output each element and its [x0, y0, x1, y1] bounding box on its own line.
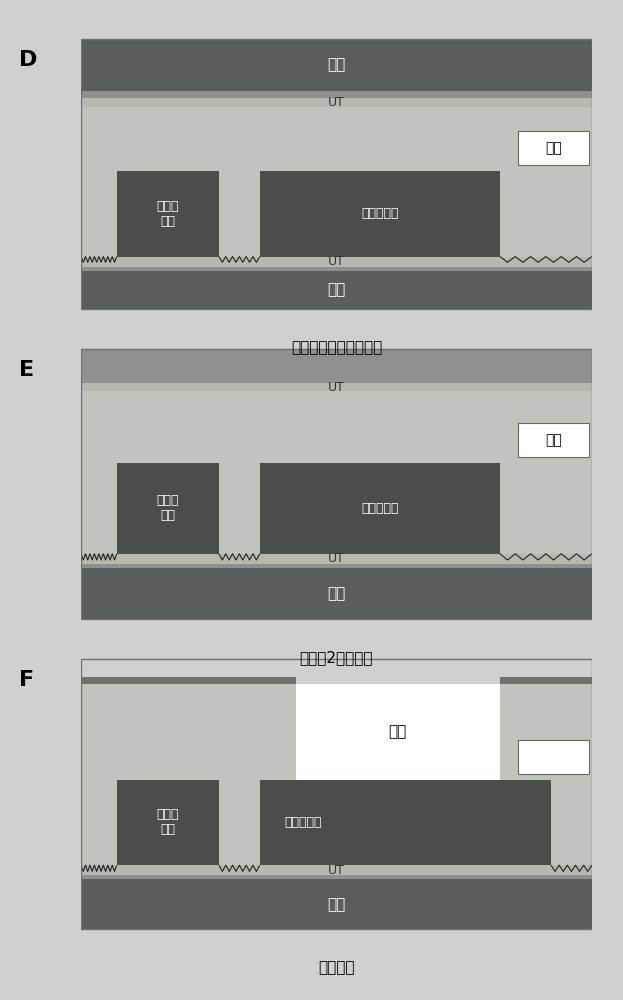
Text: 积层树脂及附载体铜箔: 积层树脂及附载体铜箔 [291, 340, 382, 355]
Bar [81, 107, 592, 257]
Bar [117, 171, 219, 257]
Text: UT: UT [328, 381, 345, 394]
Bar [81, 271, 592, 309]
Bar [500, 684, 592, 865]
Bar [81, 383, 592, 391]
Text: 电路镀敷层: 电路镀敷层 [361, 502, 399, 515]
Text: 载体: 载体 [327, 283, 346, 298]
Bar [295, 684, 500, 780]
Bar [117, 463, 219, 554]
Text: F: F [19, 670, 34, 690]
Text: UT: UT [328, 96, 345, 109]
Text: E: E [19, 360, 34, 380]
Text: UT: UT [328, 552, 345, 565]
Text: 电路镀
敷层: 电路镀 敷层 [156, 200, 179, 228]
Text: 电路镀敷层: 电路镀敷层 [285, 816, 322, 829]
Bar [81, 684, 295, 865]
Text: UT: UT [328, 255, 345, 268]
Text: 电路镀敷层: 电路镀敷层 [361, 207, 399, 220]
Bar [81, 91, 592, 98]
Bar [518, 423, 589, 457]
Bar [81, 677, 295, 684]
Bar [260, 171, 500, 257]
Text: 树脂: 树脂 [545, 750, 562, 764]
Text: 载体: 载体 [327, 586, 346, 601]
Bar [81, 554, 592, 564]
Bar [81, 267, 592, 271]
Text: 剥离第2层载体箔: 剥离第2层载体箔 [300, 650, 373, 665]
Bar [81, 257, 592, 267]
Bar [260, 780, 551, 865]
Bar [81, 879, 592, 929]
Bar [81, 865, 592, 875]
Bar [260, 463, 500, 554]
Bar [117, 780, 219, 865]
Bar [500, 677, 592, 684]
Text: D: D [19, 50, 37, 70]
Bar [81, 39, 592, 91]
Bar [81, 98, 592, 107]
Text: UT: UT [328, 864, 345, 877]
Text: 树脂: 树脂 [545, 141, 562, 155]
Bar [81, 564, 592, 568]
Bar [81, 568, 592, 619]
Text: 电路镀
敷层: 电路镀 敷层 [156, 808, 179, 836]
Text: 电路镀
敷层: 电路镀 敷层 [156, 494, 179, 522]
Bar [518, 131, 589, 165]
Text: 激光打孔: 激光打孔 [318, 960, 354, 975]
Text: 载体: 载体 [327, 897, 346, 912]
Text: 载体: 载体 [327, 57, 346, 72]
Text: 激光: 激光 [389, 724, 407, 739]
Bar [81, 391, 592, 554]
Bar [81, 875, 592, 879]
Text: 树脂: 树脂 [545, 433, 562, 447]
Bar [81, 349, 592, 383]
Bar [518, 740, 589, 774]
